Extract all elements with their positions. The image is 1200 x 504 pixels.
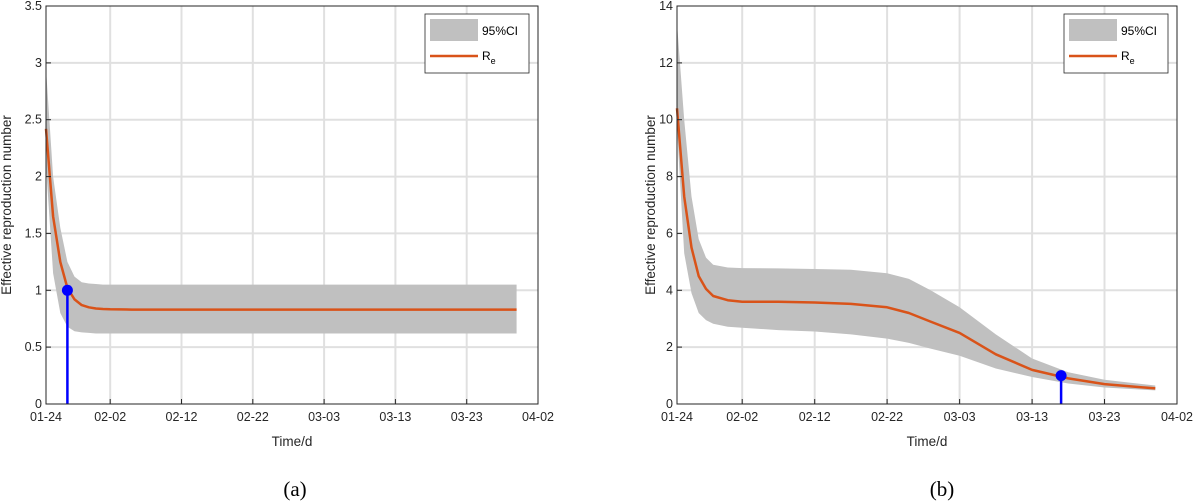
x-tick-label: 03-13 xyxy=(379,410,411,424)
y-tick-label: 1 xyxy=(35,283,42,297)
panel-caption: (a) xyxy=(283,477,306,501)
y-tick-label: 0 xyxy=(35,397,42,411)
x-tick-label: 03-23 xyxy=(451,410,483,424)
panel-caption: (b) xyxy=(930,477,955,501)
y-tick-label: 0.5 xyxy=(25,340,42,354)
x-tick-label: 04-02 xyxy=(522,410,554,424)
x-tick-label: 02-02 xyxy=(726,410,758,424)
y-tick-label: 10 xyxy=(659,113,673,127)
chart-panel-a: 01-24 02-02 02-12 02-22 03-03 03-13 03-23 04-02… xyxy=(0,0,554,501)
x-tick-label: 03-13 xyxy=(1016,410,1048,424)
x-tick-label: 01-24 xyxy=(30,410,62,424)
x-tick-label: 02-22 xyxy=(871,410,903,424)
y-axis-label: Effective reproduction number xyxy=(643,115,658,295)
x-tick-label: 03-03 xyxy=(308,410,340,424)
legend-re-label: Re xyxy=(482,49,496,66)
y-tick-label: 6 xyxy=(666,226,673,240)
legend-ci-label: 95%CI xyxy=(482,24,518,38)
y-tick-label: 2 xyxy=(666,340,673,354)
y-tick-label: 8 xyxy=(666,170,673,184)
axis-ticks: 01-24 02-02 02-12 02-22 03-03 03-13 03-23 04-02… xyxy=(659,0,1193,424)
x-tick-label: 04-02 xyxy=(1161,410,1193,424)
y-tick-label: 2.5 xyxy=(25,113,42,127)
legend: 95%CI Re xyxy=(1063,13,1169,74)
y-axis-label: Effective reproduction number xyxy=(0,115,14,295)
x-tick-label: 02-12 xyxy=(166,410,198,424)
legend-re-subscript: e xyxy=(491,56,496,66)
threshold-marker-layer xyxy=(61,284,73,404)
axis-ticks: 01-24 02-02 02-12 02-22 03-03 03-13 03-23 04-02… xyxy=(25,0,554,424)
legend-re-base: R xyxy=(1121,49,1130,63)
plot-area-border xyxy=(45,5,539,405)
re-line-layer xyxy=(675,108,1156,390)
confidence-band xyxy=(677,23,1156,391)
y-tick-label: 2 xyxy=(35,170,42,184)
y-tick-label: 12 xyxy=(659,56,673,70)
legend-ci-label: 95%CI xyxy=(1121,24,1157,38)
x-axis-label: Time/d xyxy=(907,434,948,449)
legend-ci-swatch xyxy=(1069,19,1117,41)
x-axis-label: Time/d xyxy=(272,434,313,449)
re-line xyxy=(44,128,517,311)
y-tick-label: 14 xyxy=(659,0,673,13)
y-tick-label: 0 xyxy=(666,397,673,411)
threshold-marker-layer xyxy=(1055,370,1067,404)
legend-re-subscript: e xyxy=(1130,56,1135,66)
threshold-marker xyxy=(61,284,73,296)
legend: 95%CI Re xyxy=(424,13,530,74)
x-tick-label: 03-03 xyxy=(944,410,976,424)
chart-panel-b: 01-24 02-02 02-12 02-22 03-03 03-13 03-23 04-02… xyxy=(643,0,1193,501)
legend-ci-swatch xyxy=(430,19,478,41)
y-tick-label: 3 xyxy=(35,56,42,70)
x-tick-label: 02-02 xyxy=(94,410,126,424)
plot-area-border xyxy=(676,5,1178,405)
y-tick-label: 1.5 xyxy=(25,226,42,240)
re-line xyxy=(675,108,1156,390)
legend-re-base: R xyxy=(482,49,491,63)
legend-re-label: Re xyxy=(1121,49,1135,66)
y-tick-label: 4 xyxy=(666,283,673,297)
confidence-band-layer xyxy=(677,23,1156,391)
threshold-marker xyxy=(1055,370,1067,382)
x-tick-label: 03-23 xyxy=(1089,410,1121,424)
re-line-layer xyxy=(44,128,517,311)
x-tick-label: 02-12 xyxy=(799,410,831,424)
y-tick-label: 3.5 xyxy=(25,0,42,13)
x-tick-label: 01-24 xyxy=(661,410,693,424)
x-tick-label: 02-22 xyxy=(237,410,269,424)
